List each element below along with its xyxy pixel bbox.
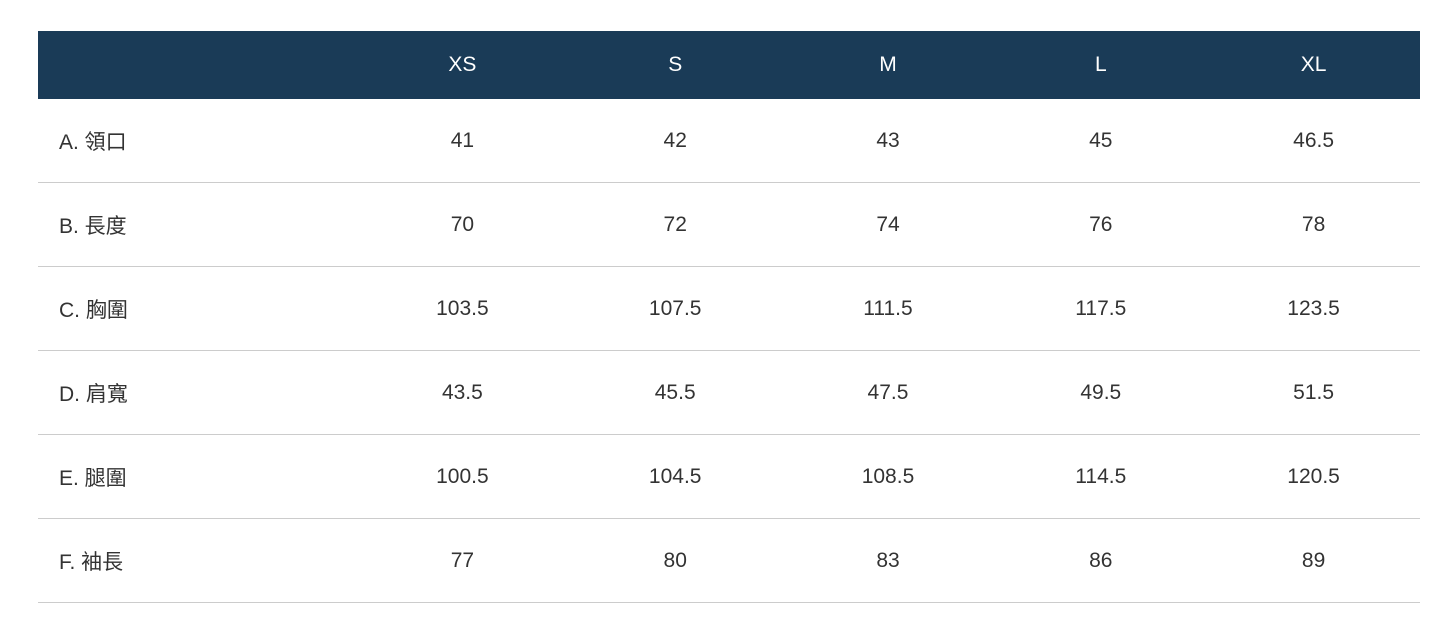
- measurement-value-cell: 111.5: [863, 296, 913, 320]
- measurement-value-cell: 76: [1089, 212, 1113, 236]
- measurement-value-cell: 114.5: [1075, 464, 1127, 488]
- measurement-value-cell: 47.5: [867, 380, 909, 404]
- measurement-value-cell: 70: [450, 212, 475, 236]
- measurement-value-cell: 100.5: [436, 464, 489, 488]
- row-label: A. 領口: [59, 130, 127, 154]
- header-size-xl: XL: [1300, 53, 1327, 76]
- size-chart-header-row: XS S M L XL: [38, 31, 1420, 99]
- measurement-value-cell: 72: [663, 212, 687, 236]
- measurement-value-cell: 49.5: [1080, 380, 1122, 404]
- measurement-value-cell: 117.5: [1075, 296, 1127, 320]
- measurement-value-cell: 108.5: [861, 464, 915, 488]
- header-size-xs: XS: [448, 53, 477, 76]
- measurement-value-cell: 46.5: [1293, 128, 1335, 152]
- table-row-leg: E. 腿圍 100.5 104.5 108.5 114.5 120.5: [38, 435, 1420, 519]
- measurement-value-cell: 74: [876, 212, 900, 236]
- measurement-value-cell: 89: [1301, 548, 1326, 572]
- measurement-value-cell: 103.5: [436, 296, 489, 320]
- measurement-value-cell: 104.5: [648, 464, 702, 488]
- row-label: D. 肩寬: [59, 382, 128, 406]
- measurement-value-cell: 41: [450, 128, 475, 152]
- measurement-value-cell: 86: [1089, 548, 1113, 572]
- row-label: E. 腿圍: [59, 466, 127, 490]
- row-label: F. 袖長: [59, 550, 124, 574]
- measurement-value-cell: 80: [663, 548, 687, 572]
- header-size-s: S: [668, 53, 683, 76]
- measurement-value-cell: 77: [450, 548, 475, 572]
- row-label: B. 長度: [59, 214, 127, 238]
- header-size-m: M: [879, 53, 897, 76]
- measurement-value-cell: 120.5: [1287, 464, 1340, 488]
- table-row-neck: A. 領口 41 42 43 45 46.5: [38, 99, 1420, 183]
- measurement-value-cell: 42: [663, 128, 687, 152]
- table-row-sleeve: F. 袖長 77 80 83 86 89: [38, 519, 1420, 603]
- measurement-value-cell: 43.5: [441, 380, 483, 404]
- header-size-l: L: [1094, 53, 1107, 76]
- measurement-value-cell: 51.5: [1293, 380, 1335, 404]
- measurement-value-cell: 78: [1301, 212, 1326, 236]
- measurement-value-cell: 43: [876, 128, 900, 152]
- measurement-value-cell: 45.5: [654, 380, 696, 404]
- size-chart-table: XS S M L XL A. 領口 41 42 43 45 46.5 B. 長度…: [38, 31, 1420, 603]
- table-row-shoulder: D. 肩寬 43.5 45.5 47.5 49.5 51.5: [38, 351, 1420, 435]
- measurement-value-cell: 123.5: [1287, 296, 1340, 320]
- measurement-value-cell: 45: [1089, 128, 1113, 152]
- table-row-length: B. 長度 70 72 74 76 78: [38, 183, 1420, 267]
- measurement-value-cell: 107.5: [648, 296, 702, 320]
- table-row-chest: C. 胸圍 103.5 107.5 111.5 117.5 123.5: [38, 267, 1420, 351]
- row-label: C. 胸圍: [59, 298, 128, 322]
- measurement-value-cell: 83: [876, 548, 900, 572]
